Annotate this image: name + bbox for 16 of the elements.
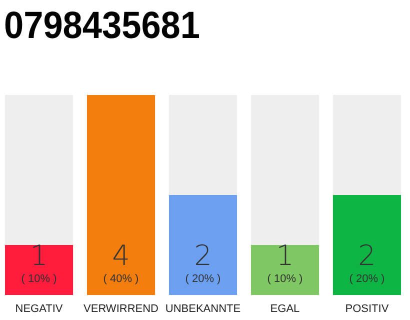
data-label: 2 (358, 239, 376, 272)
annotation: ( 10% ) (267, 273, 303, 285)
annotation: ( 10% ) (21, 273, 57, 285)
data-label: 1 (30, 239, 48, 272)
x-tick-label: UNBEKANNTE (165, 303, 241, 315)
data-label: 4 (112, 239, 130, 272)
x-tick-label: EGAL (270, 303, 300, 315)
x-tick-label: VERWIRREND (84, 303, 159, 315)
annotation: ( 20% ) (185, 273, 221, 285)
annotation: ( 20% ) (349, 273, 385, 285)
data-label: 1 (276, 239, 294, 272)
annotation: ( 40% ) (103, 273, 139, 285)
chart-title: 0798435681 (4, 5, 216, 47)
x-tick-label: NEGATIV (15, 303, 64, 315)
x-tick-label: POSITIV (345, 303, 390, 315)
data-label: 2 (194, 239, 212, 272)
